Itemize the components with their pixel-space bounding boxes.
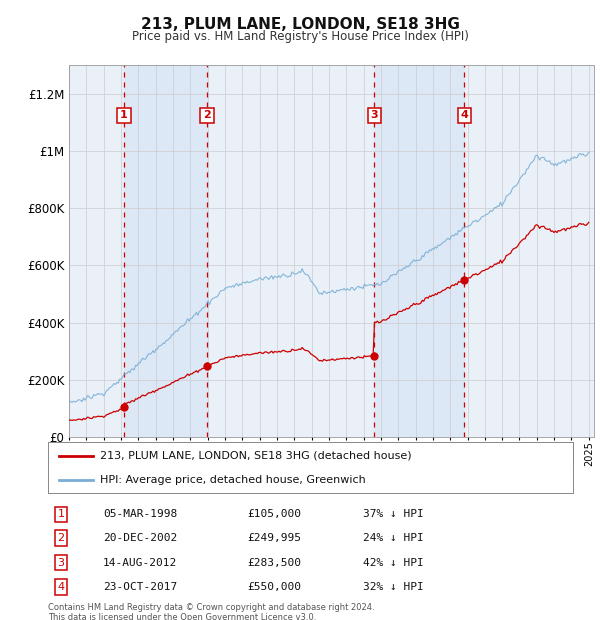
- Text: 4: 4: [58, 582, 65, 592]
- Text: 20-DEC-2002: 20-DEC-2002: [103, 533, 178, 543]
- Text: 05-MAR-1998: 05-MAR-1998: [103, 510, 178, 520]
- Text: 213, PLUM LANE, LONDON, SE18 3HG (detached house): 213, PLUM LANE, LONDON, SE18 3HG (detach…: [101, 451, 412, 461]
- Text: HPI: Average price, detached house, Greenwich: HPI: Average price, detached house, Gree…: [101, 475, 366, 485]
- Bar: [124, 65, 207, 437]
- Text: Contains HM Land Registry data © Crown copyright and database right 2024.
This d: Contains HM Land Registry data © Crown c…: [48, 603, 374, 620]
- Text: Price paid vs. HM Land Registry's House Price Index (HPI): Price paid vs. HM Land Registry's House …: [131, 30, 469, 43]
- Text: 3: 3: [370, 110, 378, 120]
- Text: 23-OCT-2017: 23-OCT-2017: [103, 582, 178, 592]
- Text: £550,000: £550,000: [248, 582, 302, 592]
- Text: £283,500: £283,500: [248, 557, 302, 567]
- Text: 14-AUG-2012: 14-AUG-2012: [103, 557, 178, 567]
- Text: 32% ↓ HPI: 32% ↓ HPI: [363, 582, 424, 592]
- Text: 2: 2: [203, 110, 211, 120]
- Text: 213, PLUM LANE, LONDON, SE18 3HG: 213, PLUM LANE, LONDON, SE18 3HG: [140, 17, 460, 32]
- Text: 1: 1: [58, 510, 65, 520]
- Text: 42% ↓ HPI: 42% ↓ HPI: [363, 557, 424, 567]
- Text: 3: 3: [58, 557, 65, 567]
- Text: 37% ↓ HPI: 37% ↓ HPI: [363, 510, 424, 520]
- Text: £105,000: £105,000: [248, 510, 302, 520]
- Bar: [374, 65, 464, 437]
- Text: 4: 4: [460, 110, 468, 120]
- Text: 1: 1: [120, 110, 128, 120]
- Text: 24% ↓ HPI: 24% ↓ HPI: [363, 533, 424, 543]
- Text: 2: 2: [58, 533, 65, 543]
- Text: £249,995: £249,995: [248, 533, 302, 543]
